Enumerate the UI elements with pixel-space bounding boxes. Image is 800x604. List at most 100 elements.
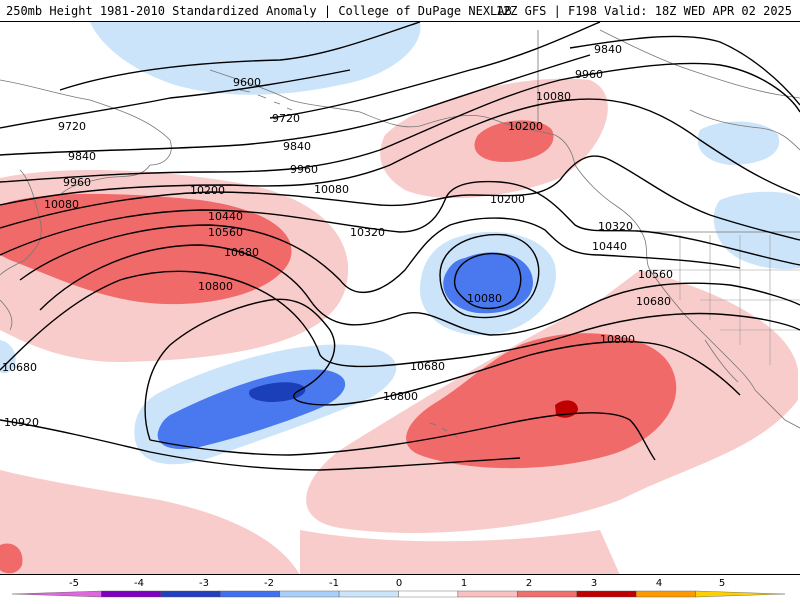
contour-label: 10560 <box>208 226 243 239</box>
contour-label: 10200 <box>490 193 525 206</box>
border-states <box>650 235 800 365</box>
contour-label: 10200 <box>190 184 225 197</box>
contour-label: 10080 <box>467 292 502 305</box>
colorbar-tick: 3 <box>591 578 597 589</box>
coastlines <box>0 29 800 439</box>
anomaly-southwest-positive <box>0 470 300 574</box>
contour-label: 10200 <box>508 120 543 133</box>
coastline-mexico <box>754 389 800 429</box>
contour-9720-east <box>269 22 601 119</box>
contour-10200 <box>0 155 800 241</box>
coastline-aleutians <box>239 89 293 111</box>
coastline-bc <box>574 164 651 271</box>
colorbar-tick: 0 <box>396 578 402 589</box>
contour-label: 10320 <box>598 220 633 233</box>
contour-label: 10080 <box>314 183 349 196</box>
contour-10800-south <box>149 412 656 461</box>
colorbar-segment <box>220 590 280 598</box>
contour-label: 10080 <box>44 198 79 211</box>
contour-9720-west <box>0 69 351 129</box>
anomaly-central-pacific-strong <box>406 333 677 469</box>
colorbar-tick: -4 <box>134 578 144 589</box>
colorbar-segment <box>517 590 577 598</box>
anomaly-southwest-core <box>249 382 306 402</box>
contour-9600 <box>59 22 421 91</box>
coastline-japan <box>0 169 42 276</box>
map-title: 250mb Height 1981-2010 Standardized Anom… <box>6 4 512 18</box>
contour-label: 10800 <box>383 390 418 403</box>
coastline-canada-east <box>599 29 800 99</box>
colorbar-segment <box>11 590 102 598</box>
contour-label: 10320 <box>350 226 385 239</box>
contour-label-group: 9600 9720 9720 9840 9840 9840 9960 9960 … <box>2 43 673 429</box>
contour-label: 10440 <box>592 240 627 253</box>
colorbar-tick: -5 <box>69 578 79 589</box>
contour-9960 <box>0 62 800 183</box>
contour-10920 <box>0 419 521 471</box>
anomaly-map: 9600 9720 9720 9840 9840 9840 9960 9960 … <box>0 22 800 574</box>
contour-label: 10680 <box>2 361 37 374</box>
colorbar-tick: 2 <box>526 578 532 589</box>
colorbar-segment <box>635 590 696 598</box>
contour-label: 10680 <box>224 246 259 259</box>
contour-label: 9720 <box>272 112 300 125</box>
positive-anomaly-shading <box>0 78 798 574</box>
anomaly-bering-negative <box>90 22 421 95</box>
anomaly-canada-negative <box>697 121 780 165</box>
colorbar-ticks: -5 -4 -3 -2 -1 0 1 2 3 4 5 <box>69 578 725 589</box>
anomaly-west-pacific-strong <box>0 193 292 305</box>
colorbar-segment <box>398 590 459 598</box>
map-panel: 9600 9720 9720 9840 9840 9840 9960 9960 … <box>0 22 800 575</box>
contour-label: 10680 <box>636 295 671 308</box>
colorbar-tick: -1 <box>329 578 339 589</box>
contour-9840-mid <box>0 54 591 156</box>
contour-10320 <box>0 180 800 266</box>
contour-10080-a <box>0 98 800 206</box>
contour-label: 9960 <box>63 176 91 189</box>
contour-label: 9840 <box>283 140 311 153</box>
colorbar-segment <box>695 590 786 598</box>
colorbar-segment <box>160 590 221 598</box>
colorbar-tick: -2 <box>264 578 274 589</box>
contour-10680 <box>0 270 800 371</box>
contour-10440 <box>19 217 741 294</box>
contour-low-inner <box>439 233 540 319</box>
height-contours <box>0 22 800 471</box>
colorbar-segment <box>576 590 637 598</box>
colorbar-tick: -3 <box>199 578 209 589</box>
colorbar-segment <box>279 590 340 598</box>
contour-label: 10080 <box>536 90 571 103</box>
contour-label: 9960 <box>575 68 603 81</box>
contour-10800 <box>144 298 741 441</box>
contour-label: 10800 <box>198 280 233 293</box>
anomaly-south-positive <box>300 530 620 574</box>
colorbar-tick: 5 <box>719 578 725 589</box>
contour-label: 10800 <box>600 333 635 346</box>
colorbar-segment <box>457 590 518 598</box>
coastline-baja <box>704 339 739 383</box>
coastline-asia <box>0 299 13 331</box>
colorbar-segments <box>11 590 786 598</box>
coastline-alaska <box>209 69 576 166</box>
coastline-siberia <box>0 79 172 166</box>
contour-label: 9960 <box>290 163 318 176</box>
contour-label: 10560 <box>638 268 673 281</box>
model-valid-time: 12Z GFS | F198 Valid: 18Z WED APR 02 202… <box>495 4 792 18</box>
colorbar-tick: 1 <box>461 578 467 589</box>
colorbar-segment <box>338 590 399 598</box>
contour-label: 9840 <box>594 43 622 56</box>
coastline-hudson <box>689 109 800 151</box>
contour-9840-east <box>569 35 800 106</box>
contour-label: 9600 <box>233 76 261 89</box>
contour-label: 9720 <box>58 120 86 133</box>
contour-label: 10680 <box>410 360 445 373</box>
coastline-west-us <box>649 269 756 391</box>
colorbar: -5 -4 -3 -2 -1 0 1 2 3 4 5 <box>0 576 800 600</box>
anomaly-west-edge-negative <box>0 340 16 374</box>
contour-low-inner2 <box>453 252 522 309</box>
contour-label: 9840 <box>68 150 96 163</box>
negative-anomaly-shading <box>0 22 800 465</box>
contour-label: 10920 <box>4 416 39 429</box>
header-bar: 250mb Height 1981-2010 Standardized Anom… <box>0 0 800 22</box>
anomaly-southwest-small <box>0 543 23 574</box>
